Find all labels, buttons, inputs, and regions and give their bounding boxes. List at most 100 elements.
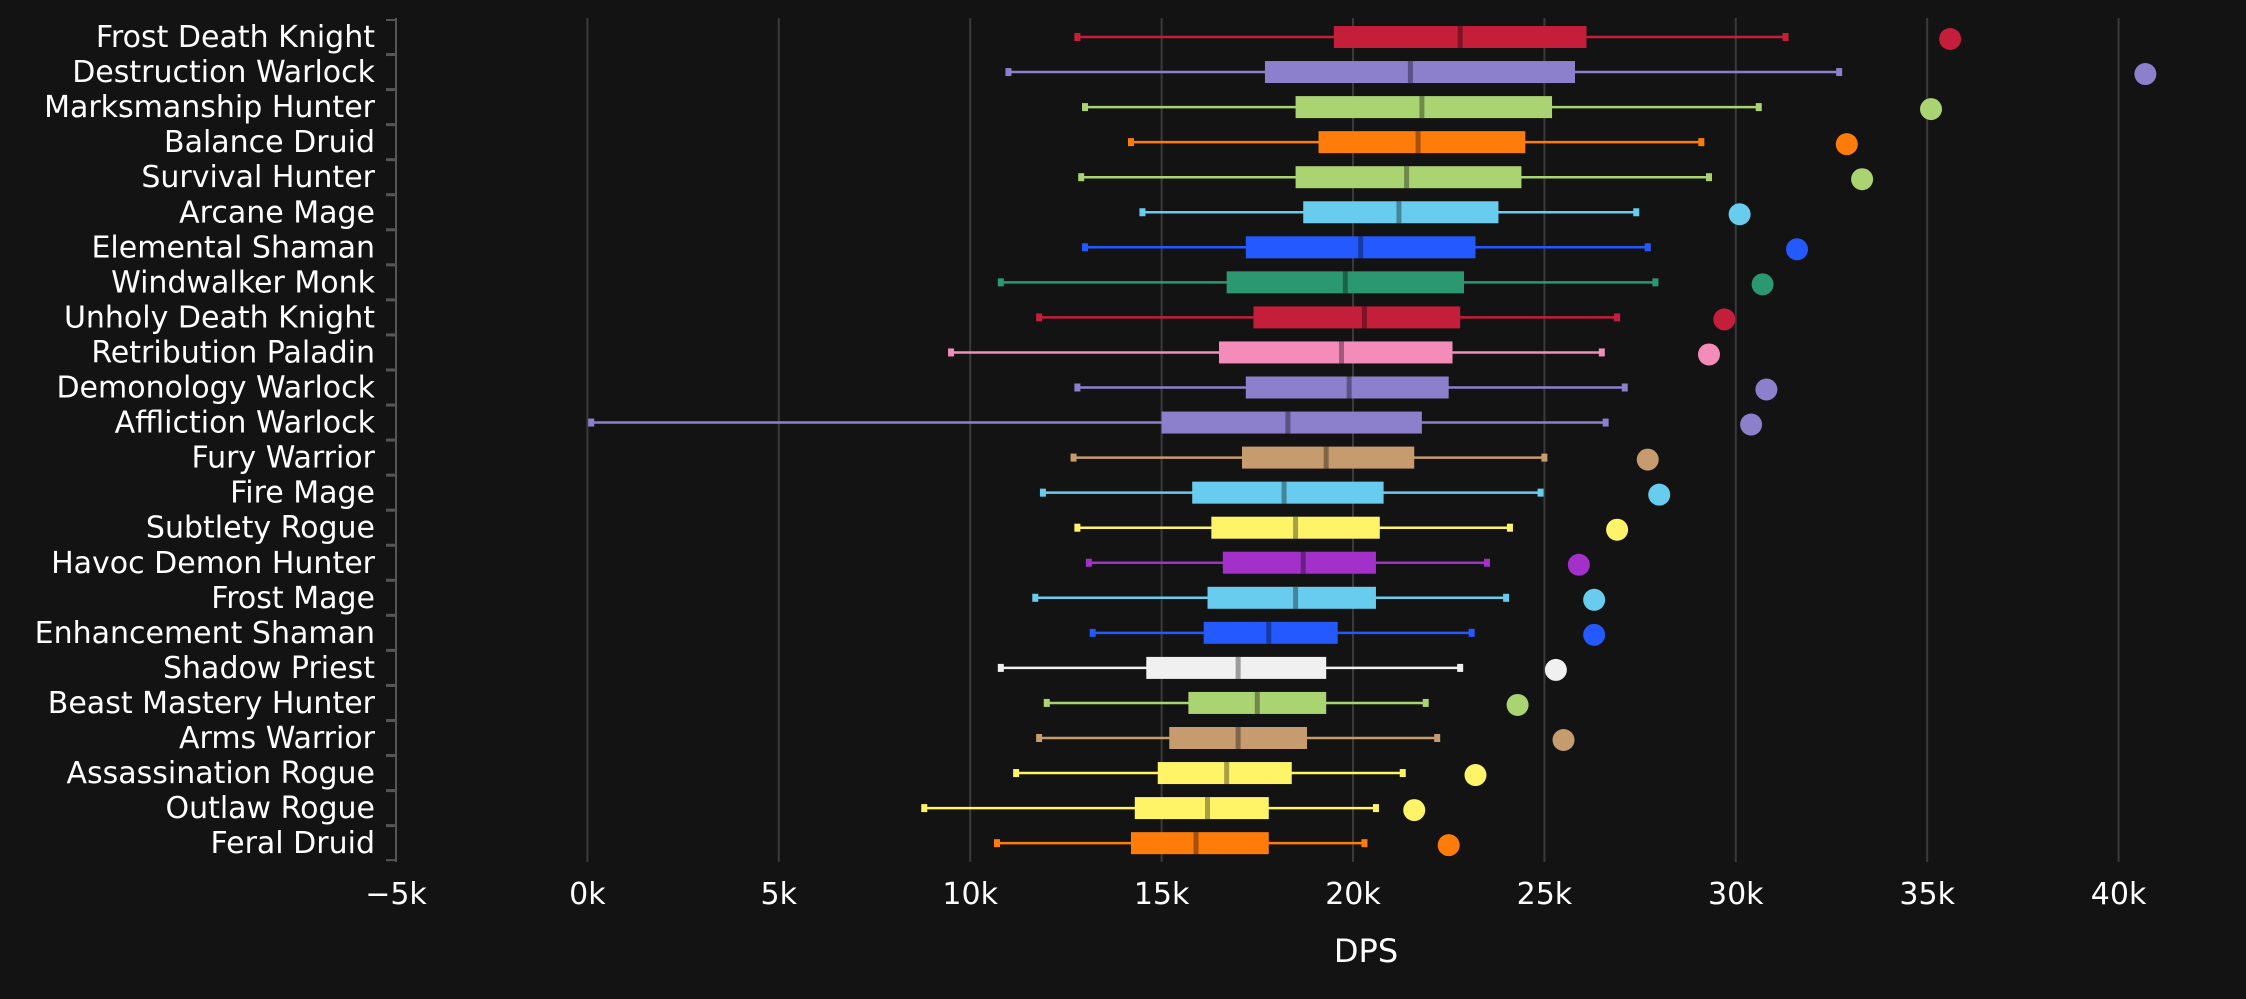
median-line <box>1224 762 1230 785</box>
x-tick-label: 5k <box>761 877 798 912</box>
box-affliction-warlock <box>588 411 1763 436</box>
category-label: Beast Mastery Hunter <box>48 686 376 721</box>
outlier-point <box>1437 834 1460 857</box>
iqr-box <box>1188 691 1327 714</box>
iqr-box <box>1161 411 1422 434</box>
iqr-box <box>1226 271 1464 294</box>
whisker-cap-max <box>1614 313 1621 322</box>
iqr-box <box>1207 586 1376 609</box>
whisker-cap-min <box>921 804 928 813</box>
outlier-point <box>1606 518 1629 541</box>
x-tick-label: 40k <box>2091 877 2147 912</box>
iqr-box <box>1333 26 1587 48</box>
box-fire-mage <box>1039 481 1671 506</box>
box-retribution-paladin <box>948 341 1720 366</box>
whisker-cap-max <box>1836 68 1843 77</box>
iqr-box <box>1134 797 1269 820</box>
outlier-point <box>1648 483 1671 506</box>
median-line <box>1407 61 1413 84</box>
iqr-box <box>1192 481 1384 504</box>
box-arcane-mage <box>1139 201 1751 226</box>
category-label: Survival Hunter <box>141 160 375 195</box>
iqr-box <box>1245 236 1476 259</box>
whisker-cap-max <box>1483 558 1490 567</box>
outlier-point <box>1740 413 1763 436</box>
whisker-cap-min <box>1013 769 1020 778</box>
outlier-point <box>1583 623 1606 646</box>
box-arms-warrior <box>1036 727 1575 751</box>
median-line <box>1339 341 1345 364</box>
outlier-point <box>1939 28 1962 50</box>
whisker-cap-min <box>1074 383 1081 392</box>
box-fury-warrior <box>1070 446 1659 471</box>
box-frost-death-knight <box>1074 26 1962 50</box>
whisker-cap-min <box>1036 734 1043 742</box>
x-tick-label: 0k <box>569 877 606 912</box>
category-label: Windwalker Monk <box>111 265 376 300</box>
whisker-cap-min <box>1039 488 1046 497</box>
outlier-point <box>1751 273 1774 296</box>
whisker-cap-max <box>1598 348 1605 357</box>
whisker-cap-max <box>1782 33 1789 41</box>
box-havoc-demon-hunter <box>1085 551 1590 576</box>
box-subtlety-rogue <box>1074 516 1629 541</box>
iqr-box <box>1295 166 1522 189</box>
whisker-cap-min <box>1070 453 1077 462</box>
median-line <box>1205 797 1211 820</box>
box-survival-hunter <box>1078 166 1874 191</box>
iqr-box <box>1157 762 1292 785</box>
outlier-point <box>1583 588 1606 611</box>
whisker-cap-max <box>1602 418 1609 427</box>
outlier-point <box>1403 799 1426 822</box>
box-destruction-warlock <box>1005 61 2157 86</box>
whisker-cap-min <box>588 418 595 427</box>
median-line <box>1193 832 1199 855</box>
median-line <box>1235 656 1241 679</box>
category-label: Destruction Warlock <box>72 55 375 90</box>
category-label: Arcane Mage <box>179 195 375 230</box>
whisker-cap-min <box>1082 103 1089 112</box>
outlier-point <box>1552 729 1575 751</box>
median-line <box>1415 131 1421 154</box>
iqr-box <box>1253 306 1461 329</box>
median-line <box>1358 236 1364 259</box>
median-line <box>1285 411 1291 434</box>
median-line <box>1235 727 1241 749</box>
category-label: Feral Druid <box>211 826 376 861</box>
box-outlaw-rogue <box>921 797 1426 822</box>
whisker-cap-max <box>1644 243 1651 252</box>
outlier-point <box>1464 764 1487 787</box>
whisker-cap-min <box>997 663 1004 672</box>
whisker-cap-min <box>1139 208 1146 217</box>
category-label: Assassination Rogue <box>66 756 375 791</box>
whisker-cap-max <box>1503 593 1510 602</box>
median-line <box>1254 691 1260 714</box>
category-label: Fire Mage <box>230 476 375 511</box>
outlier-point <box>1544 658 1567 681</box>
whisker-cap-max <box>1506 523 1513 532</box>
whisker-cap-min <box>993 839 1000 848</box>
x-tick-label: 10k <box>942 877 998 912</box>
whisker-cap-max <box>1621 383 1628 392</box>
box-windwalker-monk <box>997 271 1774 296</box>
box-feral-druid <box>993 832 1460 857</box>
outlier-point <box>1755 378 1778 401</box>
iqr-box <box>1241 446 1415 469</box>
x-tick-label: −5k <box>365 877 427 912</box>
x-axis-title: DPS <box>1334 932 1398 970</box>
outlier-point <box>1728 203 1751 226</box>
whisker-cap-max <box>1361 839 1368 848</box>
median-line <box>1457 26 1463 48</box>
iqr-box <box>1318 131 1526 154</box>
whisker-cap-max <box>1652 278 1659 287</box>
box-demonology-warlock <box>1074 376 1778 401</box>
box-unholy-death-knight <box>1036 306 1736 331</box>
median-line <box>1293 516 1299 539</box>
outlier-point <box>1786 238 1809 261</box>
category-label: Demonology Warlock <box>56 371 375 406</box>
median-line <box>1419 96 1425 119</box>
outlier-point <box>1506 693 1529 716</box>
category-label: Enhancement Shaman <box>35 616 375 651</box>
whisker-cap-max <box>1372 804 1379 813</box>
